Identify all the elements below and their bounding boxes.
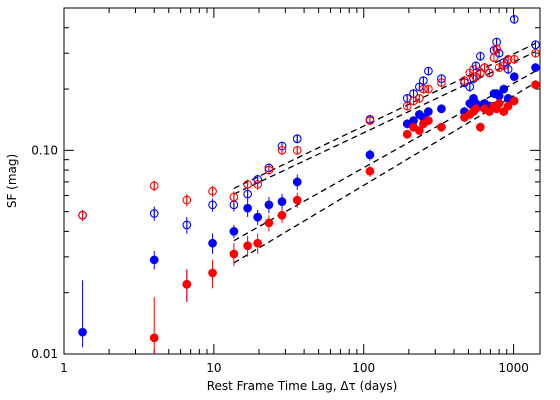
- filled-data-point: [499, 107, 509, 116]
- filled-data-point: [292, 177, 302, 187]
- filled-data-point: [494, 91, 504, 101]
- filled-data-point: [509, 96, 519, 106]
- filled-data-point: [253, 238, 263, 248]
- filled-data-point: [499, 84, 509, 94]
- plot-frame: [63, 7, 541, 355]
- filled-data-point: [424, 116, 433, 125]
- filled-data-point: [277, 197, 287, 206]
- filled-data-point: [243, 203, 252, 213]
- filled-data-point: [208, 238, 217, 248]
- filled-data-point: [78, 327, 87, 337]
- fit-line: [233, 42, 536, 190]
- filled-data-point: [365, 166, 375, 176]
- filled-data-point: [437, 122, 446, 132]
- x-tick-label: 100: [352, 361, 375, 375]
- filled-data-point: [471, 104, 481, 114]
- filled-data-point: [365, 150, 375, 160]
- filled-data-point: [509, 72, 519, 82]
- filled-data-point: [437, 104, 446, 114]
- filled-data-point: [208, 268, 217, 278]
- x-tick-label: 1000: [498, 361, 529, 375]
- filled-data-point: [402, 129, 412, 139]
- x-axis-label: Rest Frame Time Lag, Δτ (days): [207, 379, 398, 393]
- filled-data-point: [264, 200, 274, 210]
- filled-data-point: [149, 333, 159, 343]
- filled-data-point: [503, 101, 513, 111]
- x-tick-label: 10: [206, 361, 221, 375]
- filled-data-point: [476, 122, 485, 132]
- filled-data-point: [229, 227, 239, 236]
- filled-data-point: [253, 212, 263, 222]
- axis-ticks: 1 10 100 1000 0.01 0.10: [31, 7, 540, 375]
- y-tick-label: 0.10: [31, 143, 58, 157]
- filled-data-point: [485, 107, 494, 116]
- x-tick-label: 1: [60, 361, 68, 375]
- filled-data-point: [229, 249, 239, 259]
- filled-data-point: [277, 210, 287, 220]
- filled-data-point: [415, 126, 424, 135]
- fit-line: [233, 51, 536, 195]
- y-tick-label: 0.01: [31, 347, 58, 361]
- filled-data-point: [264, 218, 274, 228]
- filled-data-point: [182, 279, 192, 289]
- filled-data-point: [531, 63, 540, 72]
- filled-data-point: [149, 255, 159, 265]
- fit-line: [233, 70, 536, 242]
- filled-data-point: [424, 107, 433, 116]
- filled-data-point: [292, 195, 302, 205]
- data-points: [78, 14, 540, 354]
- filled-data-point: [531, 80, 540, 90]
- filled-data-point: [243, 241, 252, 251]
- y-axis-label: SF (mag): [5, 154, 19, 208]
- filled-data-point: [494, 99, 504, 108]
